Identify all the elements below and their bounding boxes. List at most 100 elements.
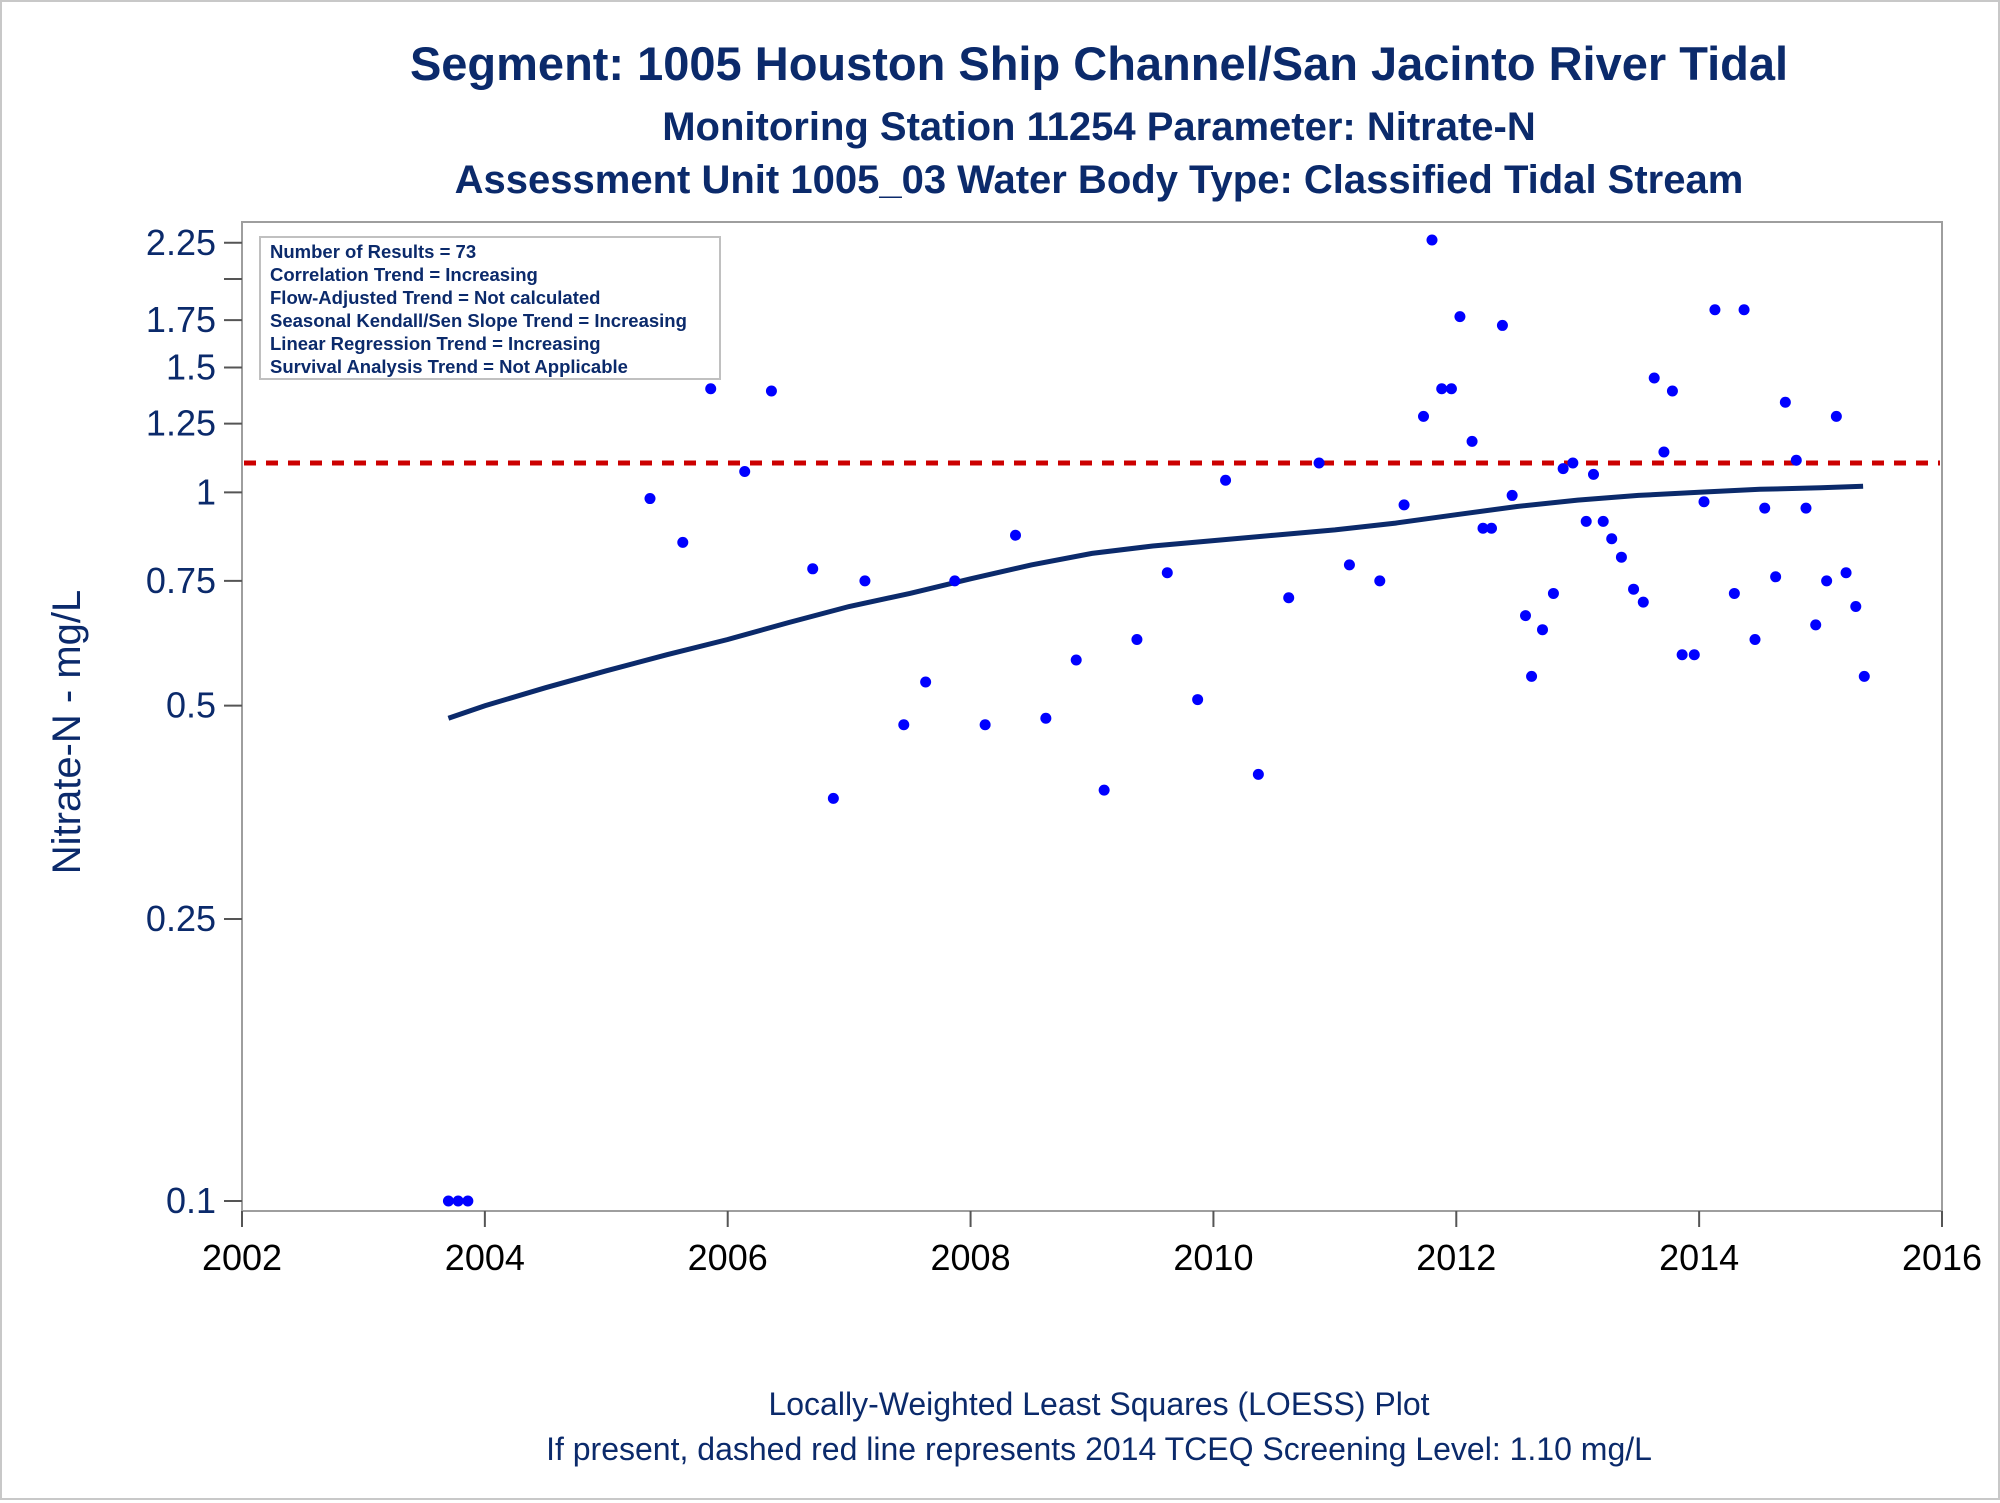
stats-line-seasonal-kendall: Seasonal Kendall/Sen Slope Trend = Incre…	[270, 310, 687, 331]
y-tick-label: 1.5	[166, 347, 216, 388]
data-point	[1131, 633, 1143, 645]
data-point	[1821, 575, 1833, 587]
stats-line-results: Number of Results = 73	[270, 241, 476, 262]
data-point	[1454, 311, 1466, 323]
data-point	[1637, 596, 1649, 608]
data-point	[1830, 410, 1842, 422]
data-point	[1850, 601, 1862, 613]
data-point	[1343, 559, 1355, 571]
data-point	[1858, 670, 1870, 682]
data-point	[1779, 396, 1791, 408]
data-point	[1800, 502, 1812, 514]
data-point	[644, 493, 656, 505]
data-point	[1648, 372, 1660, 384]
data-point	[1606, 533, 1618, 545]
data-point	[1567, 457, 1579, 469]
data-point	[1220, 474, 1232, 486]
data-point	[1688, 649, 1700, 661]
data-point	[1486, 522, 1497, 534]
data-point	[1676, 649, 1688, 661]
data-point	[1040, 712, 1052, 724]
chart-subtitle-assessment: Assessment Unit 1005_03 Water Body Type:…	[455, 158, 1744, 202]
data-point	[1658, 446, 1670, 458]
data-point	[949, 575, 961, 587]
data-point	[1426, 234, 1438, 246]
data-point	[1506, 489, 1518, 501]
data-point	[1010, 529, 1021, 541]
x-tick-label: 2002	[202, 1237, 282, 1278]
data-point	[1070, 654, 1082, 666]
x-tick-label: 2010	[1173, 1237, 1253, 1278]
y-tick-label: 1.25	[146, 403, 216, 444]
data-point	[1477, 522, 1489, 534]
y-tick-label: 0.75	[146, 560, 216, 601]
x-tick-label: 2006	[688, 1237, 768, 1278]
x-tick-label: 2016	[1902, 1237, 1982, 1278]
data-point	[1628, 583, 1640, 595]
data-point	[807, 563, 819, 575]
chart-subtitle-station: Monitoring Station 11254 Parameter: Nitr…	[662, 105, 1536, 149]
data-point	[1597, 515, 1609, 527]
data-point	[1313, 457, 1325, 469]
data-point	[1374, 575, 1386, 587]
y-tick-label: 1	[196, 471, 216, 512]
data-point	[1398, 499, 1410, 511]
data-point	[677, 536, 689, 548]
data-point	[1759, 502, 1771, 514]
data-point	[1445, 383, 1457, 395]
stats-line-linear-regression: Linear Regression Trend = Increasing	[270, 333, 601, 354]
x-tick-label: 2008	[931, 1237, 1011, 1278]
data-point	[1749, 633, 1761, 645]
data-point	[1098, 784, 1110, 796]
data-point	[1537, 624, 1548, 636]
data-point	[1557, 463, 1569, 475]
data-point	[1709, 304, 1721, 316]
y-axis-label: Nitrate-N - mg/L	[45, 590, 89, 875]
y-tick-label: 0.25	[146, 898, 216, 939]
y-tick-label: 1.75	[146, 299, 216, 340]
data-point	[442, 1195, 454, 1207]
y-tick-label: 0.5	[166, 685, 216, 726]
data-point	[1698, 496, 1710, 508]
data-point	[1580, 515, 1592, 527]
data-point	[1666, 385, 1678, 397]
data-point	[1810, 619, 1822, 631]
data-point	[1252, 768, 1264, 780]
data-point	[898, 719, 910, 731]
loess-trend-line	[447, 483, 1864, 721]
stats-line-correlation: Correlation Trend = Increasing	[270, 264, 538, 285]
data-point	[1790, 454, 1802, 466]
data-point	[1738, 304, 1750, 316]
stats-line-flow-adjusted: Flow-Adjusted Trend = Not calculated	[270, 287, 600, 308]
data-point	[920, 676, 932, 688]
data-point	[705, 383, 717, 395]
data-point	[1436, 383, 1448, 395]
data-point	[1520, 610, 1531, 622]
data-point	[827, 792, 839, 804]
footer-method: Locally-Weighted Least Squares (LOESS) P…	[768, 1386, 1429, 1422]
data-point	[462, 1195, 474, 1207]
data-point	[1526, 670, 1538, 682]
y-tick-label: 0.1	[166, 1180, 216, 1221]
footer-screening-note: If present, dashed red line represents 2…	[546, 1431, 1652, 1467]
x-tick-label: 2012	[1416, 1237, 1496, 1278]
data-point	[1283, 592, 1295, 604]
stats-box	[259, 236, 721, 380]
data-point	[1547, 587, 1559, 599]
x-tick-label: 2004	[445, 1237, 525, 1278]
plot-layer: 0.1 0.25 0.5 0.75 1 1.25 1.5 1.75 2.25 2002 2004 20…	[146, 221, 1982, 1278]
data-point	[1418, 410, 1429, 422]
y-tick-label: 2.25	[146, 222, 216, 263]
data-point	[765, 385, 777, 397]
data-point	[1770, 571, 1782, 583]
data-point	[1192, 694, 1204, 706]
plot-frame	[241, 221, 1943, 1212]
data-point	[1496, 319, 1508, 331]
data-point	[452, 1195, 464, 1207]
x-tick-label: 2014	[1659, 1237, 1739, 1278]
data-point	[739, 466, 751, 478]
chart-title: Segment: 1005 Houston Ship Channel/San J…	[410, 37, 1788, 90]
data-point	[859, 575, 871, 587]
